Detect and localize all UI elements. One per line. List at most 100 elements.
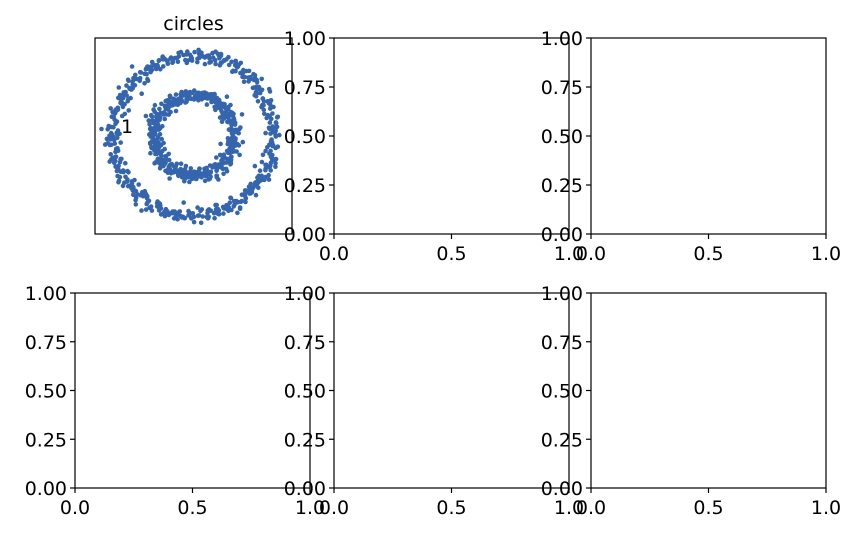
data-point — [108, 152, 113, 157]
data-point — [188, 166, 194, 171]
data-point — [226, 62, 232, 68]
x-tick-label: 0.0 — [576, 497, 606, 519]
data-point — [224, 107, 229, 112]
data-point — [185, 175, 191, 180]
data-point — [255, 185, 261, 191]
data-point — [263, 148, 268, 154]
y-tick-label: 0.25 — [284, 175, 326, 197]
data-point — [215, 211, 221, 216]
data-point — [266, 86, 272, 92]
y-tick-label: 0.25 — [541, 175, 583, 197]
data-point — [195, 205, 200, 210]
data-point — [139, 91, 144, 96]
data-point — [124, 83, 129, 88]
y-tick-label: 0.25 — [284, 429, 326, 451]
data-point — [253, 91, 259, 96]
data-point — [257, 168, 263, 173]
data-point — [195, 59, 200, 65]
data-point — [221, 211, 226, 216]
data-point — [229, 207, 234, 213]
data-point — [118, 140, 123, 145]
data-point — [168, 102, 173, 107]
data-point — [173, 108, 179, 114]
data-point — [119, 113, 125, 119]
y-tick-label: 0.75 — [541, 77, 583, 99]
data-point — [265, 145, 270, 150]
data-point — [162, 116, 167, 122]
data-point — [125, 99, 130, 104]
y-tick-label: 0.50 — [541, 381, 583, 403]
data-point — [230, 69, 235, 74]
data-point — [229, 119, 234, 124]
data-point — [243, 68, 249, 74]
data-point — [117, 96, 123, 101]
data-point — [257, 173, 263, 179]
data-point — [131, 184, 136, 190]
data-point — [156, 205, 162, 210]
data-point — [267, 151, 272, 156]
x-tick-label: 0.0 — [60, 497, 90, 519]
data-point — [198, 171, 204, 177]
data-point — [146, 198, 152, 204]
data-point — [157, 132, 163, 137]
data-point — [226, 127, 232, 132]
data-point — [191, 214, 197, 220]
x-tick-label: 1.0 — [811, 497, 841, 519]
data-point — [143, 113, 149, 119]
data-point — [131, 192, 136, 198]
data-point — [138, 70, 144, 75]
data-point — [233, 58, 238, 64]
y-tick-label: 0.50 — [284, 381, 326, 403]
data-point — [240, 139, 246, 145]
data-point — [208, 208, 214, 213]
data-point — [225, 141, 231, 147]
data-point — [177, 168, 183, 174]
y-tick-label: 1.00 — [284, 283, 326, 305]
y-tick-label: 0.00 — [284, 224, 326, 246]
data-point — [139, 208, 144, 213]
data-point — [167, 176, 172, 181]
data-point — [173, 92, 179, 97]
data-point — [222, 206, 227, 211]
x-tick-label: 0.0 — [576, 243, 606, 265]
data-point — [105, 127, 110, 132]
data-point — [187, 179, 192, 185]
data-point — [239, 112, 245, 117]
data-point — [217, 152, 223, 158]
y-tick-label: 0.75 — [541, 332, 583, 354]
x-tick-label: 0.5 — [693, 243, 723, 265]
data-point — [228, 156, 234, 162]
data-point — [247, 184, 252, 190]
data-point — [148, 134, 153, 139]
data-point — [108, 157, 114, 162]
data-point — [122, 102, 127, 107]
data-point — [199, 93, 204, 99]
data-point — [228, 102, 233, 108]
data-point — [196, 51, 202, 56]
data-point — [217, 164, 223, 170]
data-point — [266, 172, 271, 178]
subplot-1: circles 1 — [94, 13, 293, 235]
data-point — [165, 98, 170, 103]
data-point — [220, 159, 225, 164]
data-point — [174, 55, 180, 61]
y-tick-label: 0.50 — [25, 381, 67, 403]
data-point — [229, 112, 234, 117]
data-point — [142, 71, 147, 77]
data-point — [111, 160, 117, 165]
data-point — [182, 178, 187, 184]
x-tick-label: 0.0 — [319, 243, 349, 265]
data-point — [260, 102, 265, 108]
data-point — [233, 128, 238, 134]
y-tick-label: 0.00 — [541, 224, 583, 246]
data-point — [110, 132, 115, 138]
data-point — [273, 160, 278, 166]
data-point — [199, 207, 205, 212]
data-point — [241, 79, 247, 84]
data-point — [229, 122, 234, 128]
data-point — [162, 146, 167, 152]
data-point — [170, 170, 176, 175]
data-point — [158, 151, 163, 156]
data-point — [133, 72, 138, 78]
data-point — [111, 114, 116, 119]
